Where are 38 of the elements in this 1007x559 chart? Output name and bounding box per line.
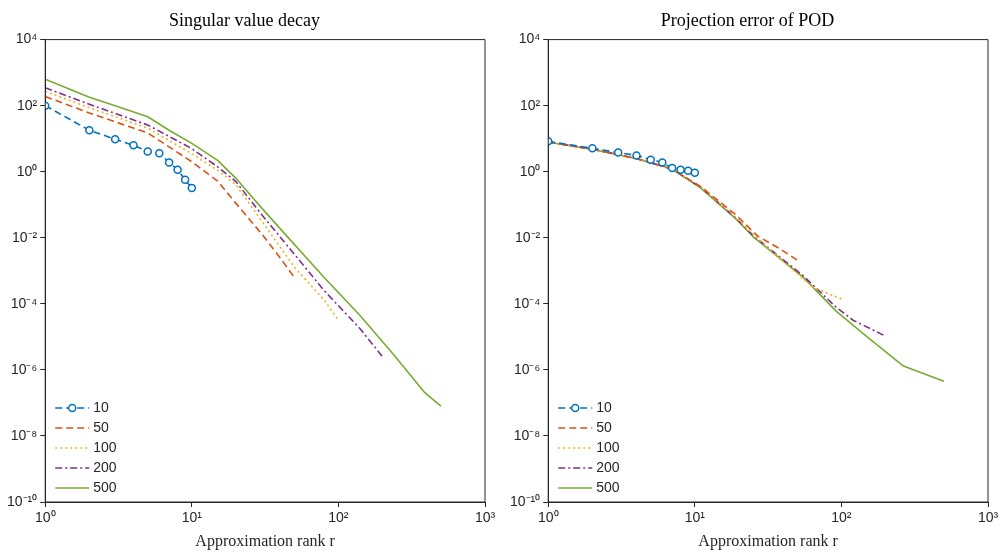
legend-label: 200 bbox=[93, 458, 117, 475]
y-tick-label: 10⁻² bbox=[515, 228, 541, 245]
legend-label: 10 bbox=[93, 398, 110, 415]
x-tick-label: 10⁰ bbox=[34, 509, 56, 526]
y-tick-label: 10⁰ bbox=[519, 162, 541, 179]
chart-title: Singular value decay bbox=[169, 9, 320, 30]
x-tick-label: 10¹ bbox=[684, 509, 706, 526]
y-tick-label: 10⁻¹⁰ bbox=[7, 492, 38, 509]
y-tick-label: 10⁰ bbox=[16, 162, 38, 179]
y-tick-label: 10² bbox=[17, 96, 38, 113]
legend-label: 50 bbox=[93, 418, 110, 435]
y-tick-label: 10⁻⁴ bbox=[10, 294, 38, 311]
x-axis-title: Approximation rank r bbox=[698, 531, 839, 550]
x-tick-label: 10¹ bbox=[181, 509, 203, 526]
y-tick-label: 10⁻² bbox=[12, 228, 38, 245]
x-tick-label: 10³ bbox=[474, 509, 496, 526]
y-tick-label: 10⁻⁴ bbox=[513, 294, 541, 311]
x-axis-title: Approximation rank r bbox=[195, 531, 336, 550]
legend-label: 100 bbox=[596, 438, 620, 455]
y-tick-label: 10⁴ bbox=[15, 30, 38, 47]
legend-label: 200 bbox=[596, 458, 620, 475]
y-tick-label: 10⁻¹⁰ bbox=[510, 492, 541, 509]
legend-label: 500 bbox=[596, 478, 620, 495]
x-tick-label: 10² bbox=[328, 509, 349, 526]
y-tick-label: 10⁻⁸ bbox=[10, 426, 38, 443]
legend-label: 10 bbox=[596, 398, 613, 415]
x-tick-label: 10³ bbox=[977, 509, 999, 526]
y-tick-label: 10² bbox=[520, 96, 541, 113]
legend-label: 50 bbox=[596, 418, 613, 435]
y-tick-label: 10⁻⁸ bbox=[513, 426, 541, 443]
y-tick-label: 10⁴ bbox=[518, 30, 541, 47]
legend-label: 100 bbox=[93, 438, 117, 455]
chart-title: Projection error of POD bbox=[660, 9, 835, 30]
x-tick-label: 10⁰ bbox=[537, 509, 559, 526]
y-tick-label: 10⁻⁶ bbox=[513, 360, 541, 377]
y-tick-label: 10⁻⁶ bbox=[10, 360, 38, 377]
legend-label: 500 bbox=[93, 478, 117, 495]
x-tick-label: 10² bbox=[831, 509, 852, 526]
